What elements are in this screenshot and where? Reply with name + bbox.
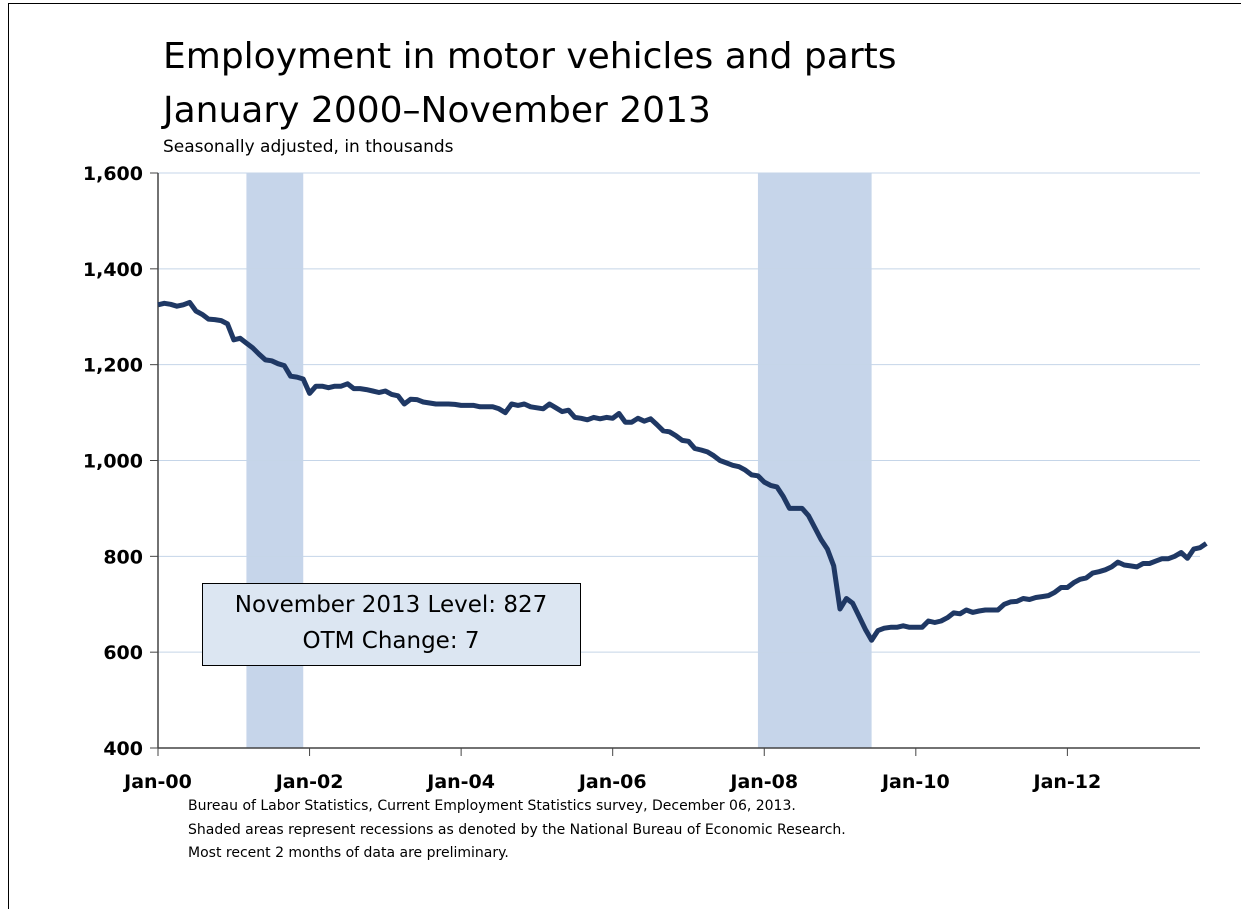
footnote: Most recent 2 months of data are prelimi…: [188, 845, 509, 861]
x-tick-label: Jan-04: [425, 771, 495, 793]
x-tick-label: Jan-00: [122, 771, 192, 793]
x-tick-label: Jan-02: [274, 771, 344, 793]
annotation: November 2013 Level: 827: [235, 592, 547, 618]
footnote: Bureau of Labor Statistics, Current Empl…: [188, 798, 796, 814]
annotation: OTM Change: 7: [302, 628, 479, 654]
frame: [8, 3, 1241, 909]
data-line: [157, 299, 1208, 643]
y-tick-label: 400: [103, 738, 143, 760]
x-tick-label: Jan-12: [1032, 771, 1102, 793]
y-tick-label: 1,000: [83, 451, 143, 473]
y-tick-label: 1,600: [83, 163, 143, 185]
x-tick-label: Jan-06: [577, 771, 647, 793]
chart-title: January 2000–November 2013: [161, 90, 711, 131]
chart-title: Employment in motor vehicles and parts: [163, 36, 897, 77]
y-tick-label: 800: [103, 546, 143, 568]
y-tick-label: 600: [103, 642, 143, 664]
y-tick-label: 1,200: [83, 355, 143, 377]
x-tick-label: Jan-08: [728, 771, 798, 793]
footnote: Shaded areas represent recessions as den…: [188, 822, 846, 838]
y-tick-label: 1,400: [83, 259, 143, 281]
chart-subtitle: Seasonally adjusted, in thousands: [163, 137, 454, 157]
annotation-box: [202, 583, 581, 666]
x-tick-label: Jan-10: [880, 771, 950, 793]
